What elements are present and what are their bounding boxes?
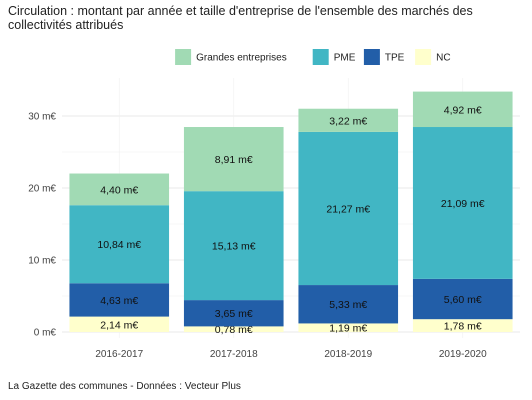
- bar-segment: [69, 316, 170, 332]
- bar-value-label: 4,40 m€: [100, 184, 138, 196]
- bar-segment: [412, 127, 513, 279]
- legend-swatch: [415, 49, 432, 65]
- legend-swatch: [175, 49, 192, 65]
- bar-value-label: 15,13 m€: [212, 241, 256, 253]
- x-tick-label: 2016-2017: [95, 349, 143, 360]
- y-tick-label: 30 m€: [28, 112, 56, 123]
- bar-value-label: 5,33 m€: [329, 299, 367, 311]
- bar-value-label: 2,14 m€: [100, 319, 138, 331]
- bar-value-label: 3,65 m€: [215, 308, 253, 320]
- legend-label: Grandes entreprises: [196, 53, 287, 64]
- legend-swatch: [363, 49, 380, 65]
- bar-segment: [298, 108, 399, 132]
- bar-segment: [298, 323, 399, 332]
- bar-value-label: 8,91 m€: [215, 154, 253, 166]
- bar-segment: [183, 127, 284, 192]
- bar-value-label: 0,78 m€: [215, 324, 253, 336]
- bar-segment: [298, 285, 399, 324]
- chart-title: Circulation : montant par année et taill…: [8, 4, 473, 32]
- legend-swatch: [312, 49, 329, 65]
- bar-value-label: 1,78 m€: [444, 321, 482, 333]
- bar-segment: [69, 283, 170, 317]
- bar-segment: [183, 326, 284, 332]
- bar-value-label: 5,60 m€: [444, 294, 482, 306]
- bar-value-label: 3,22 m€: [329, 115, 367, 127]
- bar-value-label: 4,92 m€: [444, 104, 482, 116]
- bar-value-label: 10,84 m€: [97, 239, 141, 251]
- source-caption: La Gazette des communes - Données : Vect…: [8, 381, 241, 392]
- legend-label: NC: [436, 53, 450, 64]
- y-tick-label: 10 m€: [28, 256, 56, 267]
- bar-segment: [412, 91, 513, 128]
- bar-value-label: 1,19 m€: [329, 323, 367, 335]
- bar-segment: [298, 131, 399, 286]
- bar-value-label: 4,63 m€: [100, 295, 138, 307]
- bar-value-label: 21,27 m€: [326, 203, 370, 215]
- bar-segment: [183, 191, 284, 301]
- bar-segment: [69, 173, 170, 206]
- bar-segment: [412, 278, 513, 320]
- bar-segment: [412, 319, 513, 332]
- x-tick-label: 2018-2019: [324, 349, 372, 360]
- x-tick-label: 2017-2018: [210, 349, 258, 360]
- bar-value-label: 21,09 m€: [441, 198, 485, 210]
- y-tick-label: 0 m€: [34, 328, 57, 339]
- y-tick-label: 20 m€: [28, 184, 56, 195]
- bar-segment: [183, 300, 284, 327]
- bar-segment: [69, 205, 170, 284]
- x-tick-label: 2019-2020: [439, 349, 487, 360]
- legend-label: TPE: [385, 53, 405, 64]
- legend-label: PME: [334, 53, 356, 64]
